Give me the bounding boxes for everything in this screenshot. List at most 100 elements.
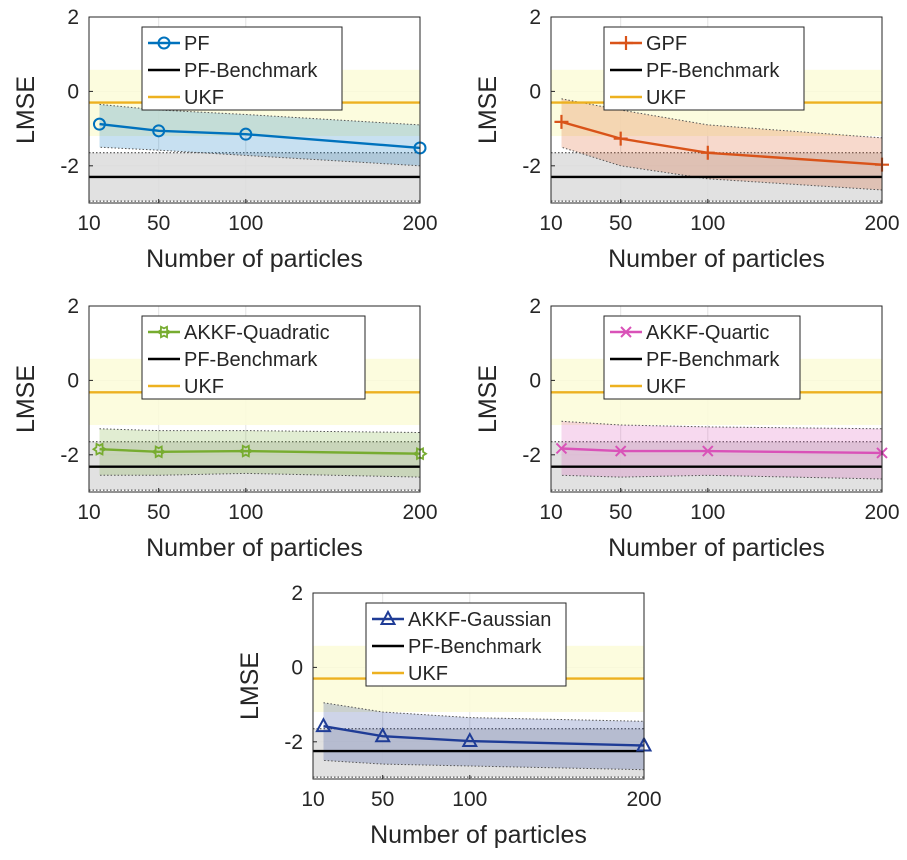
legend-marker xyxy=(620,326,632,338)
y-tick-label: 2 xyxy=(529,295,541,318)
chart-panel-5: 10 50 100 200 -2 0 2 Number of particles LMSE AKK… xyxy=(236,582,662,849)
axes-box xyxy=(312,592,645,780)
y-tick-label: 0 xyxy=(291,656,303,679)
y-tick-label: -2 xyxy=(60,155,79,178)
legend-label: AKKF-Quadratic xyxy=(184,322,330,344)
x-axis-label: Number of particles xyxy=(146,534,363,562)
y-axis-label: LMSE xyxy=(12,365,40,433)
y-axis-label: LMSE xyxy=(12,76,40,144)
x-tick-label: 100 xyxy=(690,212,725,235)
legend: AKKF-Quartic PF-Benchmark UKF xyxy=(603,315,801,400)
axes-box xyxy=(88,305,421,493)
x-tick-label: 200 xyxy=(626,788,661,811)
data-point xyxy=(315,717,332,733)
x-tick-label: 50 xyxy=(609,501,632,524)
x-tick-label: 10 xyxy=(301,788,324,811)
method-band-upper xyxy=(99,428,421,433)
method-line xyxy=(561,120,883,166)
legend: PF PF-Benchmark UKF xyxy=(141,26,343,111)
legend: GPF PF-Benchmark UKF xyxy=(603,26,805,111)
x-tick-label: 100 xyxy=(452,788,487,811)
y-tick-label: 2 xyxy=(67,295,79,318)
legend-marker xyxy=(157,36,171,50)
x-tick-label: 100 xyxy=(228,501,263,524)
data-point xyxy=(614,445,627,457)
legend-label: UKF xyxy=(646,376,686,398)
legend-label: PF xyxy=(184,33,210,55)
method-band xyxy=(323,702,644,770)
y-tick-label: 2 xyxy=(67,6,79,29)
y-axis-label: LMSE xyxy=(474,76,502,144)
chart-panel-2: 10 50 100 200 -2 0 2 Number of particles LMSE GPF… xyxy=(474,6,900,273)
y-tick-label: -2 xyxy=(522,444,541,467)
data-point xyxy=(412,447,428,461)
data-point xyxy=(91,442,108,456)
x-axis-label: Number of particles xyxy=(146,245,363,273)
x-axis-label: Number of particles xyxy=(608,245,825,273)
legend-label: GPF xyxy=(646,33,687,55)
y-tick-label: -2 xyxy=(284,731,303,754)
method-line xyxy=(561,447,883,455)
data-point xyxy=(554,114,569,129)
method-band-lower xyxy=(99,146,421,167)
method-band xyxy=(99,428,420,478)
y-tick-label: 0 xyxy=(529,369,541,392)
data-point xyxy=(92,117,106,131)
axes-box xyxy=(550,305,883,493)
x-tick-label: 50 xyxy=(147,501,170,524)
legend-label: UKF xyxy=(184,87,224,109)
benchmark-band xyxy=(313,728,644,778)
method-band-lower xyxy=(561,474,883,480)
legend-label: AKKF-Gaussian xyxy=(408,609,551,631)
data-point xyxy=(374,727,391,743)
legend-label: PF-Benchmark xyxy=(646,60,780,82)
data-point xyxy=(555,442,568,455)
axes-box xyxy=(88,16,421,204)
x-tick-label: 50 xyxy=(609,212,632,235)
legend-marker xyxy=(379,609,397,625)
legend-label: UKF xyxy=(184,376,224,398)
method-band-lower xyxy=(323,759,645,771)
y-tick-label: -2 xyxy=(60,444,79,467)
x-tick-label: 200 xyxy=(402,501,437,524)
y-axis-label: LMSE xyxy=(474,365,502,433)
legend-label: AKKF-Quartic xyxy=(646,322,769,344)
data-point xyxy=(152,124,166,138)
data-point xyxy=(700,145,715,160)
x-tick-label: 200 xyxy=(402,212,437,235)
legend-label: PF-Benchmark xyxy=(184,60,318,82)
x-axis-label: Number of particles xyxy=(608,534,825,562)
x-tick-label: 200 xyxy=(864,212,899,235)
data-point xyxy=(461,731,478,748)
legend-label: PF-Benchmark xyxy=(184,349,318,371)
y-tick-label: 0 xyxy=(67,369,79,392)
data-point xyxy=(238,444,254,458)
legend: AKKF-Gaussian PF-Benchmark UKF xyxy=(365,602,567,687)
legend-label: UKF xyxy=(646,87,686,109)
method-line xyxy=(99,122,421,150)
legend-label: UKF xyxy=(408,663,448,685)
x-axis-label: Number of particles xyxy=(370,821,587,849)
legend-marker xyxy=(156,325,172,339)
x-tick-label: 10 xyxy=(539,212,562,235)
method-band-upper xyxy=(561,98,883,139)
chart-panel-4: 10 50 100 200 -2 0 2 Number of particles LMSE AKK… xyxy=(474,295,900,562)
legend-label: PF-Benchmark xyxy=(646,349,780,371)
method-band xyxy=(561,98,882,190)
method-band-upper xyxy=(561,420,883,430)
data-point xyxy=(150,445,167,459)
axes-box xyxy=(550,16,883,204)
x-tick-label: 200 xyxy=(864,501,899,524)
x-tick-label: 10 xyxy=(539,501,562,524)
x-tick-label: 100 xyxy=(228,212,263,235)
legend-label: PF-Benchmark xyxy=(408,636,542,658)
y-axis-label: LMSE xyxy=(236,652,264,720)
y-tick-label: -2 xyxy=(522,155,541,178)
data-point xyxy=(239,127,253,141)
legend: AKKF-Quadratic PF-Benchmark UKF xyxy=(141,315,366,400)
chart-panel-3: 10 50 100 200 -2 0 2 Number of particles LMSE AKK… xyxy=(12,295,438,562)
method-line xyxy=(99,448,421,455)
x-tick-label: 100 xyxy=(690,501,725,524)
